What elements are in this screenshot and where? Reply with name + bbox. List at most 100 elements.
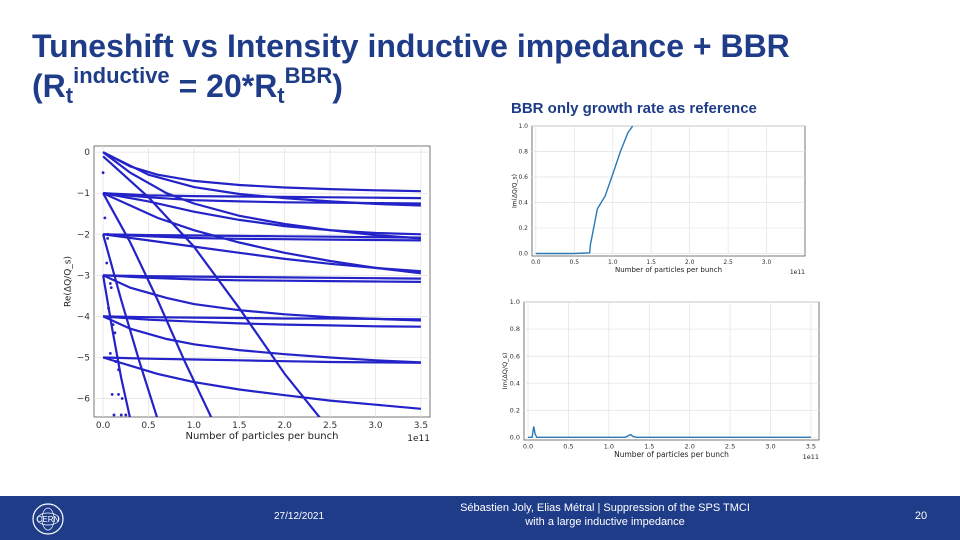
title-sup-bbr: BBR bbox=[284, 63, 333, 88]
growth-top-ytick-label: 0.6 bbox=[518, 174, 528, 181]
growth-rate-chart-bottom: 0.0 0.5 1.0 1.5 2.0 2.5 3.0 3.5 0.0 0.2 0.4 0.6 0.8 1… bbox=[501, 298, 820, 461]
tuneshift-xtick-label: 1.5 bbox=[232, 421, 246, 431]
tuneshift-xtick-label: 3.5 bbox=[414, 421, 428, 431]
tuneshift-point-dots-b bbox=[114, 360, 118, 363]
growth-top-xtick-label: 0.5 bbox=[570, 259, 580, 266]
footer-authors: Sébastien Joly, Elias Métral | Suppressi… bbox=[430, 501, 780, 529]
tuneshift-point-dots-a bbox=[108, 351, 112, 355]
growth-bottom-plot-area bbox=[523, 301, 820, 441]
growth-bottom-ytick-label: 0.4 bbox=[510, 379, 520, 387]
tuneshift-series-m-1-b bbox=[103, 192, 421, 205]
growth-top-ytick-label: 0.4 bbox=[518, 199, 528, 206]
growth-top-ytick-label: 0.8 bbox=[518, 148, 528, 155]
tuneshift-series-m-0-drop bbox=[102, 155, 321, 417]
tuneshift-point-dots-b bbox=[117, 393, 120, 396]
tuneshift-xlabel: Number of particles per bunch bbox=[186, 431, 339, 442]
tuneshift-point-dots-c bbox=[120, 397, 124, 400]
title-line-2: (Rtinductive = 20*RtBBR) bbox=[32, 63, 790, 108]
growth-bottom-ytick-label: 0.8 bbox=[510, 325, 520, 333]
growth-bottom-ytick-label: 0.6 bbox=[510, 352, 520, 360]
growth-bottom-xtick-label: 1.5 bbox=[644, 443, 654, 451]
tuneshift-ytick-label: −3 bbox=[77, 271, 90, 281]
growth-bottom-series-growth bbox=[528, 426, 811, 438]
title-open: (R bbox=[32, 68, 66, 104]
tuneshift-ytick-label: −5 bbox=[77, 353, 90, 363]
growth-bottom-xtick-label: 1.0 bbox=[604, 443, 614, 451]
tuneshift-x-exponent: 1e11 bbox=[407, 434, 430, 444]
title-sub-t2: t bbox=[277, 83, 285, 108]
growth-top-xtick-label: 1.0 bbox=[608, 259, 618, 266]
tuneshift-series-m-4-b bbox=[103, 315, 421, 328]
cern-logo: CERN bbox=[32, 503, 64, 535]
tuneshift-point-dots-a bbox=[103, 216, 107, 220]
growth-top-ytick-label: 1.0 bbox=[518, 123, 528, 130]
tuneshift-xtick-label: 1.0 bbox=[187, 421, 202, 431]
tuneshift-point-dots-c bbox=[113, 331, 117, 335]
tuneshift-series-m-2-a bbox=[103, 233, 421, 239]
tuneshift-point-dots-a bbox=[107, 306, 110, 310]
growth-top-xtick-label: 2.0 bbox=[685, 259, 695, 266]
growth-top-series-group bbox=[535, 126, 634, 255]
tuneshift-series-m-4-c bbox=[102, 315, 421, 364]
tuneshift-xtick-label: 0.0 bbox=[96, 421, 111, 431]
footer-bar: CERN 27/12/2021 Sébastien Joly, Elias Mé… bbox=[0, 496, 960, 540]
growth-bottom-ytick-label: 0.2 bbox=[510, 406, 520, 414]
growth-bottom-xtick-label: 2.0 bbox=[685, 443, 695, 451]
footer-authors-line1: Sébastien Joly, Elias Métral | Suppressi… bbox=[460, 502, 750, 514]
tuneshift-series-m-5-a bbox=[103, 356, 421, 364]
title-line-1: Tuneshift vs Intensity inductive impedan… bbox=[32, 28, 790, 64]
growth-rate-chart-top: 0.0 0.5 1.0 1.5 2.0 2.5 3.00.00.20.40.60.81.0N… bbox=[511, 123, 806, 276]
tuneshift-chart: 0.0 0.5 1.0 1.5 2.0 2.5 3.0 3.5 0 −1 −2 −3 −4 −5 −6 Num… bbox=[64, 145, 431, 444]
growth-top-ytick-label: 0.2 bbox=[518, 225, 528, 232]
tuneshift-series-m-3-a bbox=[103, 274, 421, 280]
tuneshift-ylabel: Re(ΔQ/Q_s) bbox=[64, 256, 74, 307]
title-mid: = 20*R bbox=[169, 68, 278, 104]
tuneshift-ytick-label: −4 bbox=[77, 312, 91, 322]
footer-date: 27/12/2021 bbox=[274, 511, 325, 522]
tuneshift-point-dots-a bbox=[101, 171, 105, 175]
tuneshift-point-dots-c bbox=[106, 232, 110, 236]
tuneshift-point-dots-a bbox=[110, 393, 114, 396]
growth-bottom-xtick-label: 0.0 bbox=[523, 443, 533, 451]
tuneshift-ytick-label: −6 bbox=[77, 395, 91, 405]
tuneshift-point-dots-b bbox=[119, 413, 123, 417]
growth-bottom-ytick-label: 0.0 bbox=[510, 433, 520, 441]
growth-bottom-ylabel: Im(ΔQ/Q_s) bbox=[501, 353, 509, 390]
tuneshift-series-m-2-c bbox=[102, 233, 421, 273]
tuneshift-series-m-2-drop bbox=[102, 234, 159, 417]
tuneshift-series-m0-c bbox=[102, 151, 421, 240]
tuneshift-point-dots-b bbox=[106, 236, 110, 240]
tuneshift-ytick-label: −2 bbox=[77, 230, 90, 240]
tuneshift-xtick-label: 2.0 bbox=[278, 421, 293, 431]
growth-bottom-ytick-label: 1.0 bbox=[510, 298, 520, 306]
footer-authors-line2: with a large inductive impedance bbox=[525, 516, 685, 528]
tuneshift-series-m-2-b bbox=[103, 233, 421, 242]
tuneshift-point-dots-c bbox=[117, 368, 120, 372]
tuneshift-ytick-label: 0 bbox=[84, 148, 90, 158]
slide-title: Tuneshift vs Intensity inductive impedan… bbox=[32, 26, 790, 108]
title-close: ) bbox=[332, 68, 343, 104]
tuneshift-xtick-label: 0.5 bbox=[141, 421, 155, 431]
page-number: 20 bbox=[914, 510, 928, 522]
growth-top-ytick-label: 0.0 bbox=[518, 250, 528, 257]
tuneshift-series-m-3-b bbox=[103, 274, 421, 283]
tuneshift-xtick-label: 3.0 bbox=[368, 421, 383, 431]
growth-bottom-x-exponent: 1e11 bbox=[803, 453, 819, 461]
tuneshift-xtick-label: 2.5 bbox=[323, 421, 337, 431]
growth-bottom-xtick-label: 3.0 bbox=[765, 443, 775, 451]
growth-bottom-series-group bbox=[528, 426, 811, 438]
growth-top-xlabel: Number of particles per bunch bbox=[615, 266, 722, 274]
growth-top-x-exponent: 1e11 bbox=[790, 269, 805, 276]
tuneshift-series-m-5-b bbox=[102, 356, 421, 410]
tuneshift-series-m-1-c bbox=[102, 192, 421, 236]
growth-bottom-xtick-label: 3.5 bbox=[806, 443, 816, 451]
tuneshift-series-m-4-a bbox=[103, 315, 421, 321]
title-sub-t1: t bbox=[65, 83, 74, 108]
growth-top-series-growth bbox=[535, 126, 634, 255]
tuneshift-series-m-3-drop bbox=[102, 275, 131, 417]
tuneshift-point-dots-b bbox=[111, 323, 115, 327]
growth-bottom-xtick-label: 2.5 bbox=[725, 443, 735, 451]
tuneshift-point-dots-c bbox=[124, 413, 128, 417]
growth-top-plot-area bbox=[531, 125, 806, 257]
growth-top-xtick-label: 3.0 bbox=[762, 259, 772, 266]
